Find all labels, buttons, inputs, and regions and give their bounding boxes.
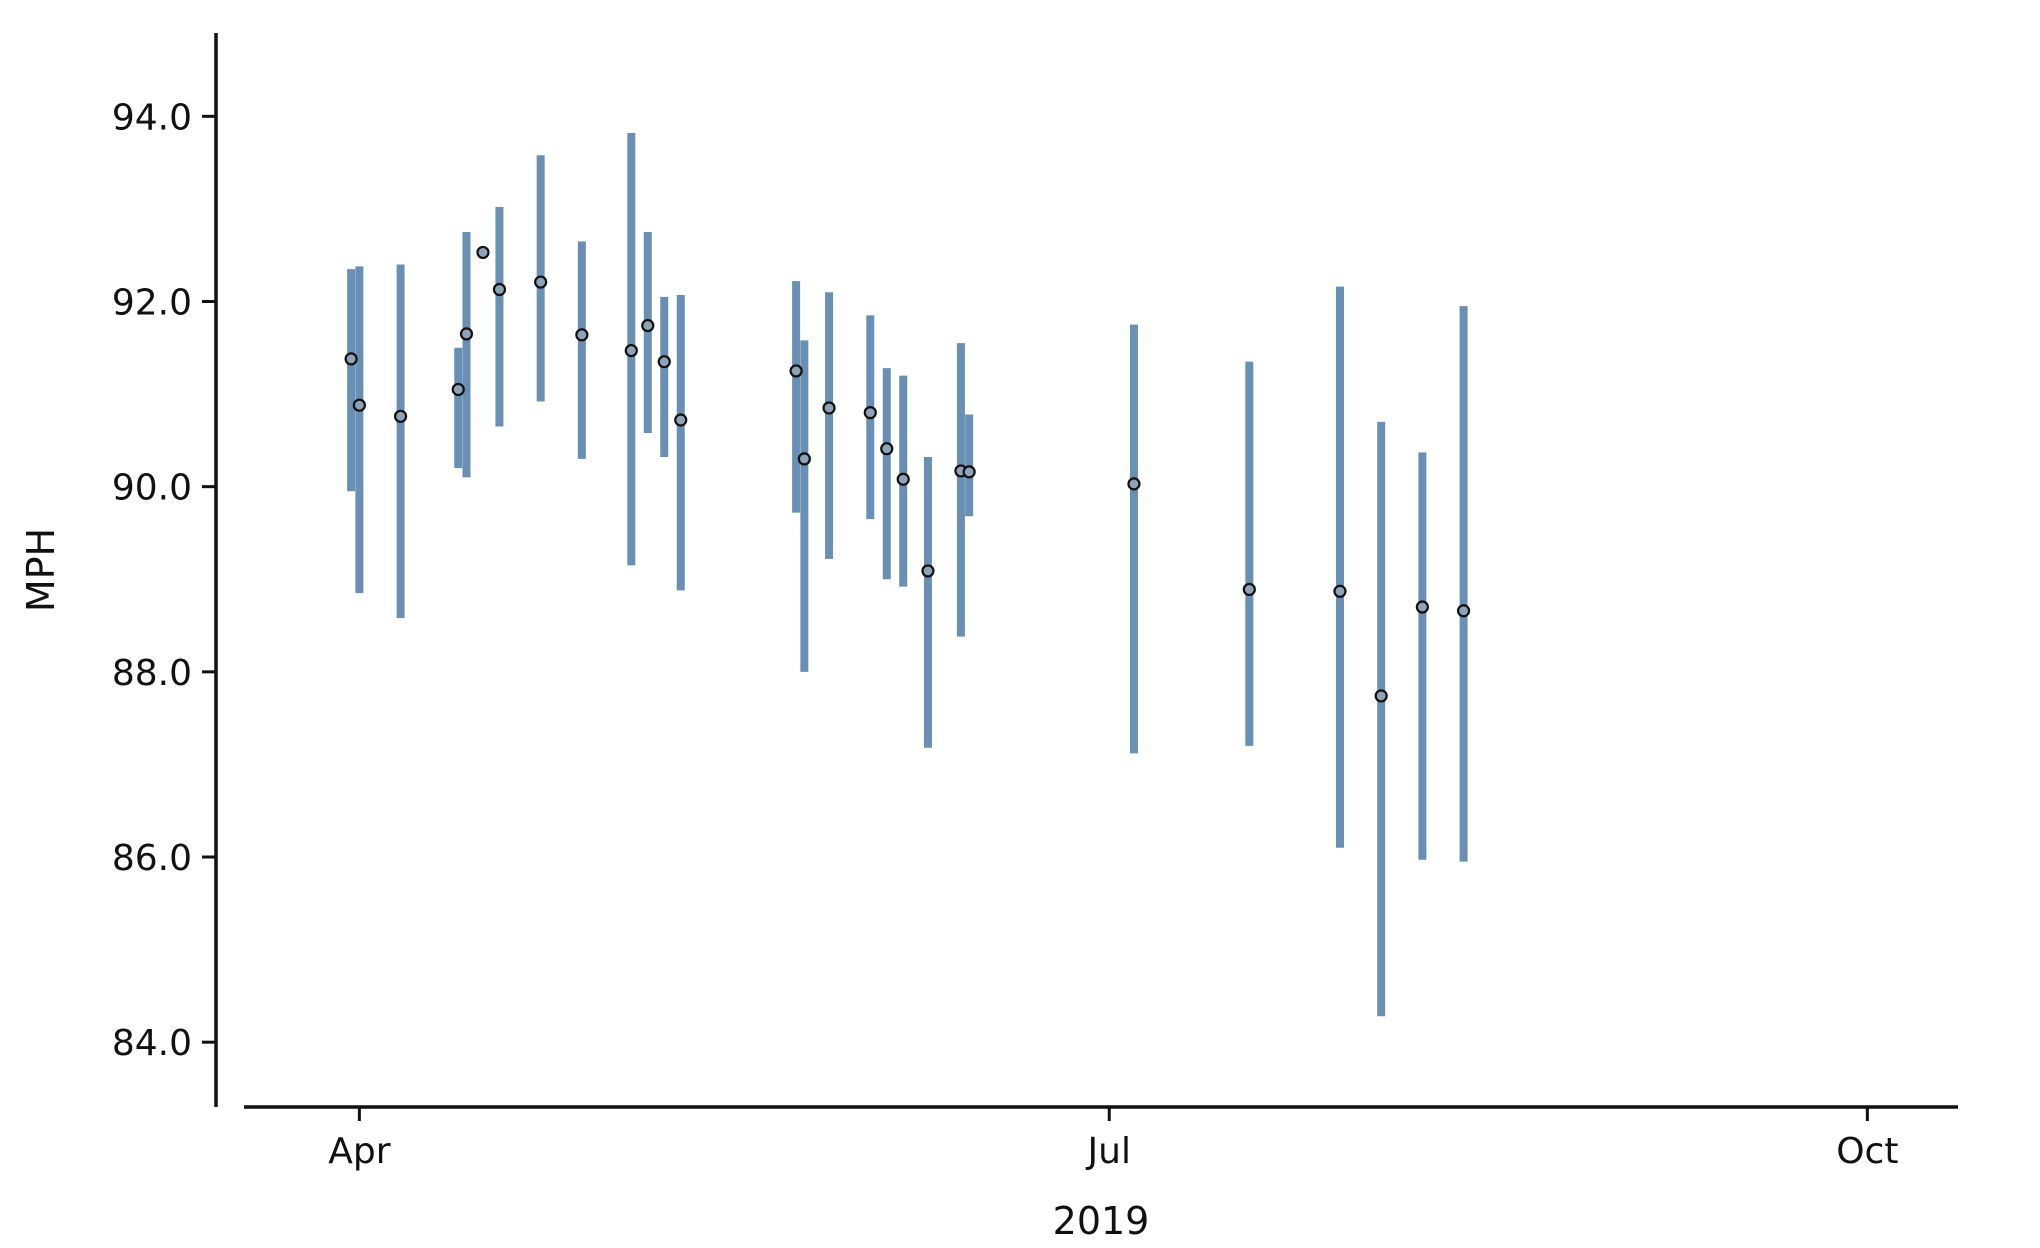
data-point <box>863 406 877 420</box>
data-point <box>492 282 507 297</box>
data-point <box>393 409 408 423</box>
x-axis-ticks: Apr Jul Oct <box>328 1107 1898 1172</box>
data-point <box>1127 477 1141 491</box>
data-point <box>1456 604 1471 618</box>
data-point <box>1242 582 1256 597</box>
data-point <box>624 343 638 358</box>
data-point <box>575 328 589 342</box>
x-tick-label: Apr <box>328 1131 390 1172</box>
data-point <box>641 318 655 333</box>
y-tick-label: 90.0 <box>112 468 192 509</box>
data-point <box>880 442 894 456</box>
y-tick-label: 84.0 <box>112 1023 192 1064</box>
data-point <box>344 352 358 366</box>
data-point <box>962 465 976 479</box>
data-point <box>451 382 465 397</box>
y-axis-title: MPH <box>19 528 63 612</box>
data-point <box>1333 584 1347 598</box>
y-axis-ticks: 84.0 86.0 88.0 90.0 92.0 94.0 <box>112 97 216 1064</box>
data-point <box>896 472 910 486</box>
data-point <box>534 275 548 289</box>
data-point <box>1374 689 1388 703</box>
x-axis-title: 2019 <box>1053 1199 1150 1243</box>
error-bars <box>347 132 1468 1017</box>
x-tick-label: Oct <box>1836 1131 1898 1172</box>
data-point <box>476 245 490 260</box>
x-tick-label: Jul <box>1086 1131 1131 1172</box>
data-point <box>921 564 935 578</box>
y-tick-label: 94.0 <box>112 97 192 138</box>
data-point <box>352 398 366 412</box>
data-point <box>657 355 671 369</box>
y-tick-label: 92.0 <box>112 283 192 324</box>
data-point <box>1415 600 1429 614</box>
data-point <box>822 401 836 415</box>
y-tick-label: 86.0 <box>112 838 192 879</box>
y-tick-label: 88.0 <box>112 653 192 694</box>
data-point <box>797 452 811 466</box>
data-point <box>459 327 474 341</box>
data-point <box>789 364 803 378</box>
data-points <box>344 245 1471 703</box>
data-point <box>674 413 688 427</box>
